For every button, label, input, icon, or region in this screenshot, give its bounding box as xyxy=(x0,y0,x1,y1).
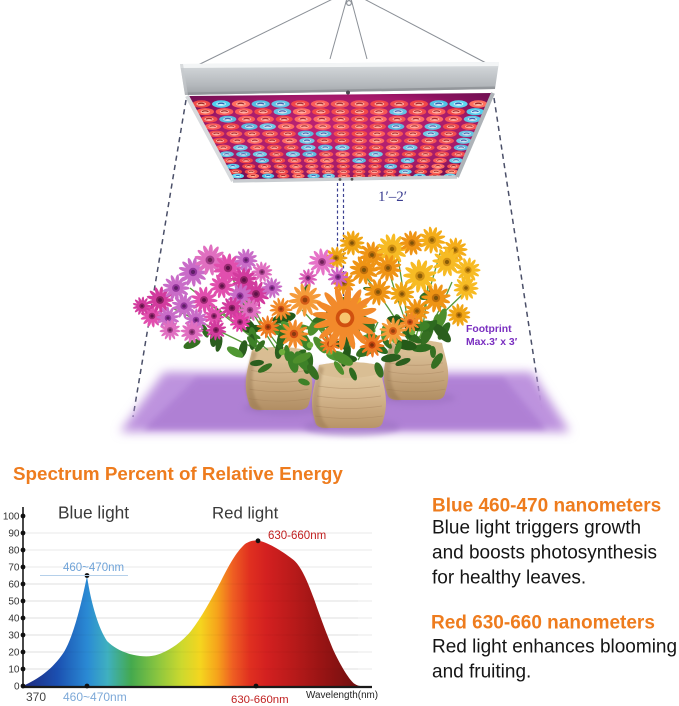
svg-text:90: 90 xyxy=(8,528,20,539)
svg-text:460~470nm: 460~470nm xyxy=(63,690,127,704)
svg-text:Wavelength(nm): Wavelength(nm) xyxy=(306,690,378,701)
svg-text:460~470nm: 460~470nm xyxy=(63,562,124,574)
svg-text:Blue light: Blue light xyxy=(58,503,129,523)
svg-text:Blue 460-470 nanometers: Blue 460-470 nanometers xyxy=(432,496,661,517)
svg-text:60: 60 xyxy=(8,579,20,590)
svg-text:30: 30 xyxy=(8,630,20,641)
svg-text:Blue light triggers growth: Blue light triggers growth xyxy=(432,518,641,539)
svg-text:Red light: Red light xyxy=(212,504,279,523)
svg-text:and fruiting.: and fruiting. xyxy=(432,662,531,683)
svg-text:50: 50 xyxy=(8,596,20,607)
svg-text:630-660nm: 630-660nm xyxy=(231,694,289,706)
svg-text:Red 630-660 nanometers: Red 630-660 nanometers xyxy=(431,613,655,634)
svg-text:for healthy leaves.: for healthy leaves. xyxy=(432,568,586,589)
svg-text:10: 10 xyxy=(8,664,20,675)
svg-text:Max.3′ x 3′: Max.3′ x 3′ xyxy=(466,337,518,348)
svg-text:1′–2′: 1′–2′ xyxy=(378,189,407,205)
svg-text:40: 40 xyxy=(8,613,20,624)
svg-text:Spectrum Percent of Relative E: Spectrum Percent of Relative Energy xyxy=(13,463,343,484)
svg-text:630-660nm: 630-660nm xyxy=(268,530,326,542)
svg-text:100: 100 xyxy=(3,511,20,522)
svg-text:80: 80 xyxy=(8,545,20,556)
svg-text:0: 0 xyxy=(14,681,20,692)
svg-text:370: 370 xyxy=(26,690,46,704)
svg-text:and boosts photosynthesis: and boosts photosynthesis xyxy=(432,543,657,564)
svg-text:70: 70 xyxy=(8,562,20,573)
svg-text:Footprint: Footprint xyxy=(466,324,512,335)
svg-text:20: 20 xyxy=(8,647,20,658)
svg-text:Red light enhances blooming: Red light enhances blooming xyxy=(432,637,677,658)
